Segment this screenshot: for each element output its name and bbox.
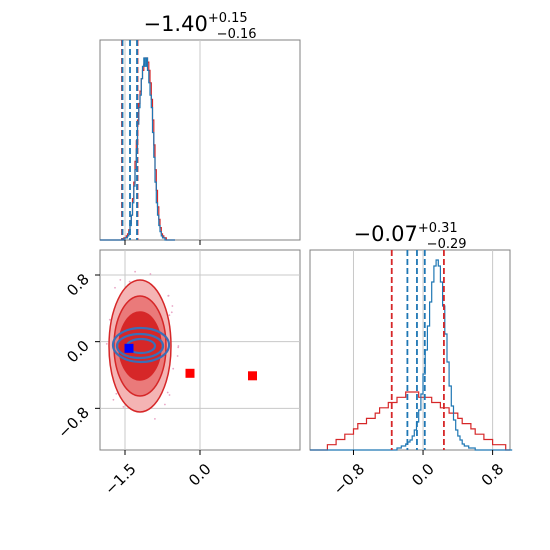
y-tick-label-0: 0.8	[63, 270, 93, 300]
sample-point	[176, 355, 179, 357]
sample-point	[105, 343, 108, 345]
param2-title-median: −0.07	[353, 222, 417, 246]
panel-param2-quantile-lines	[390, 250, 445, 450]
histogram-red	[310, 391, 510, 451]
blue-contour-middle	[115, 332, 165, 360]
sample-point	[166, 391, 169, 394]
sample-point	[112, 398, 115, 401]
sample-point	[170, 311, 173, 314]
sample-point	[168, 394, 171, 396]
histogram-blue	[100, 57, 175, 241]
sample-point	[177, 346, 180, 349]
x-tick-label-1: 0.0	[408, 460, 438, 490]
x-tick-label-1: 0.0	[185, 460, 215, 490]
sample-point	[171, 305, 174, 307]
param1-title-median: −1.40	[143, 12, 207, 36]
marker-0	[124, 343, 134, 353]
marker-1	[185, 368, 195, 378]
panel-param1-grid	[124, 40, 201, 240]
panel-param1-histograms	[100, 57, 175, 241]
param2-title-plus: +0.31	[418, 221, 458, 236]
panel-param1-quantile-lines	[121, 40, 139, 240]
panel-param1-hist	[99, 39, 301, 245]
marker-2	[248, 371, 257, 381]
sample-point	[168, 314, 171, 317]
sample-point	[177, 345, 180, 347]
panel-param1-ticks	[124, 240, 201, 245]
sample-point	[115, 392, 118, 395]
y-tick-label-2: −0.8	[54, 403, 92, 441]
sample-point	[164, 403, 166, 406]
sample-point	[114, 286, 116, 289]
x-tick-label-2: 0.8	[478, 460, 508, 490]
param1-title-minus: −0.16	[217, 27, 257, 42]
sample-point	[128, 280, 131, 283]
x-tick-label-0: −0.8	[330, 460, 368, 498]
panel-param2-ticks: −0.8 0.0 0.8	[330, 450, 508, 499]
panel-joint: −1.5 0.0 0.8 0.0 −0.8	[54, 249, 301, 499]
panel-param2-hist: −0.8 0.0 0.8	[309, 249, 513, 499]
sample-point	[167, 294, 170, 297]
sample-point	[134, 270, 137, 273]
x-tick-label-0: −1.5	[101, 460, 139, 498]
param1-title-plus: +0.15	[208, 11, 248, 26]
histogram-blue	[310, 259, 513, 451]
panel-joint-markers	[124, 343, 257, 381]
y-tick-label-1: 0.0	[63, 337, 93, 367]
sample-point	[172, 367, 175, 370]
panel-param2-grid	[352, 250, 494, 450]
sample-point	[154, 418, 156, 420]
sample-point	[122, 406, 125, 408]
param2-title: −0.07+0.31 −0.29	[353, 221, 466, 252]
param1-title: −1.40+0.15 −0.16	[143, 11, 256, 42]
sample-point	[149, 273, 152, 275]
sample-point	[119, 279, 122, 281]
blue-contour-outer	[111, 326, 171, 364]
red-density-contours	[108, 279, 172, 413]
panel-param2-histograms	[310, 259, 513, 451]
sample-point	[108, 318, 111, 321]
param2-title-minus: −0.29	[427, 237, 467, 252]
